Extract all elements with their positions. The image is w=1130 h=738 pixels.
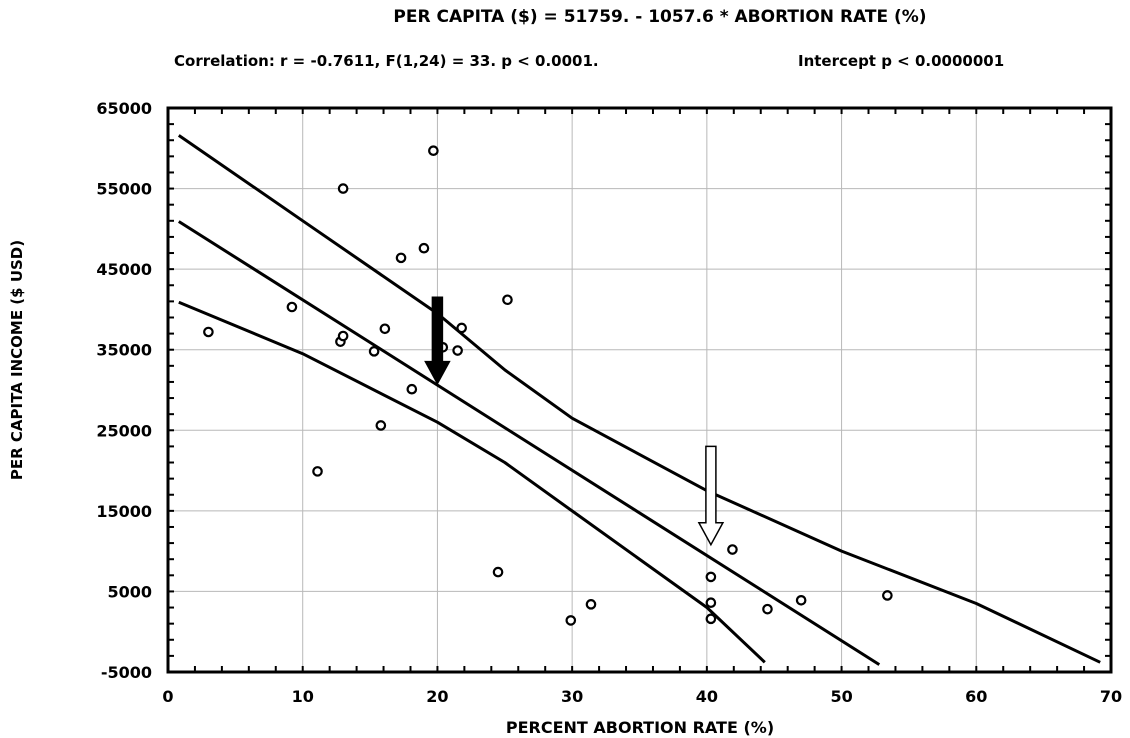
y-tick-label: 55000 <box>96 180 152 199</box>
y-tick-label: 45000 <box>96 260 152 279</box>
data-point <box>428 145 439 157</box>
data-point <box>585 599 597 610</box>
x-tick-labels: 0 10 20 30 40 50 60 70 <box>162 687 1122 706</box>
x-tick-label: 50 <box>830 687 852 706</box>
data-point <box>882 590 893 601</box>
x-tick-label: 0 <box>162 687 173 706</box>
x-tick-label: 70 <box>1100 687 1122 706</box>
curves <box>177 134 1101 666</box>
data-point <box>368 346 380 357</box>
data-point <box>705 613 717 625</box>
white-arrow-annotation <box>697 445 725 547</box>
data-point <box>502 294 513 306</box>
x-tick-label: 30 <box>561 687 583 706</box>
regression-line <box>177 220 881 666</box>
data-point <box>375 420 387 431</box>
y-tick-label: 35000 <box>96 341 152 360</box>
plot-frame <box>166 106 1113 674</box>
data-point <box>286 301 298 313</box>
data-point <box>395 252 407 264</box>
y-tick-labels: -5000 5000 15000 25000 35000 45000 55000 65000 <box>96 99 152 682</box>
data-point <box>762 603 773 615</box>
data-point <box>418 242 430 254</box>
chart-subtitle-correlation: Correlation: r = -0.7611, F(1,24) = 33. … <box>174 52 599 70</box>
data-point <box>705 571 717 583</box>
confidence-band-upper <box>177 134 1101 664</box>
confidence-band-lower <box>178 300 766 664</box>
chart-title: PER CAPITA ($) = 51759. - 1057.6 * ABORT… <box>393 7 926 27</box>
data-point <box>379 323 391 335</box>
x-axis-label: PERCENT ABORTION RATE (%) <box>506 718 774 737</box>
x-tick-label: 60 <box>965 687 987 706</box>
data-point <box>456 322 467 334</box>
y-tick-label: 25000 <box>96 421 152 440</box>
y-tick-label: -5000 <box>101 663 152 682</box>
data-point <box>565 615 577 626</box>
x-tick-label: 40 <box>696 687 718 706</box>
annotation-arrows <box>424 296 725 547</box>
x-tick-label: 20 <box>426 687 448 706</box>
data-point <box>705 597 717 609</box>
y-tick-label: 5000 <box>107 582 152 601</box>
y-tick-label: 15000 <box>96 502 152 521</box>
chart-subtitle-intercept: Intercept p < 0.0000001 <box>798 52 1004 70</box>
data-point <box>312 466 323 477</box>
data-points <box>203 145 893 626</box>
data-point <box>337 330 349 342</box>
data-point <box>492 566 504 578</box>
y-tick-label: 65000 <box>96 99 152 118</box>
data-point <box>406 383 418 395</box>
x-tick-label: 10 <box>292 687 314 706</box>
grid-lines <box>168 108 1111 672</box>
data-point <box>452 345 463 356</box>
data-point <box>203 326 214 338</box>
data-point <box>727 544 738 555</box>
y-axis-label: PER CAPITA INCOME ($ USD) <box>8 240 26 480</box>
data-point <box>337 183 349 194</box>
tick-marks <box>167 107 1112 673</box>
black-arrow-annotation <box>424 296 451 386</box>
data-point <box>795 594 807 606</box>
